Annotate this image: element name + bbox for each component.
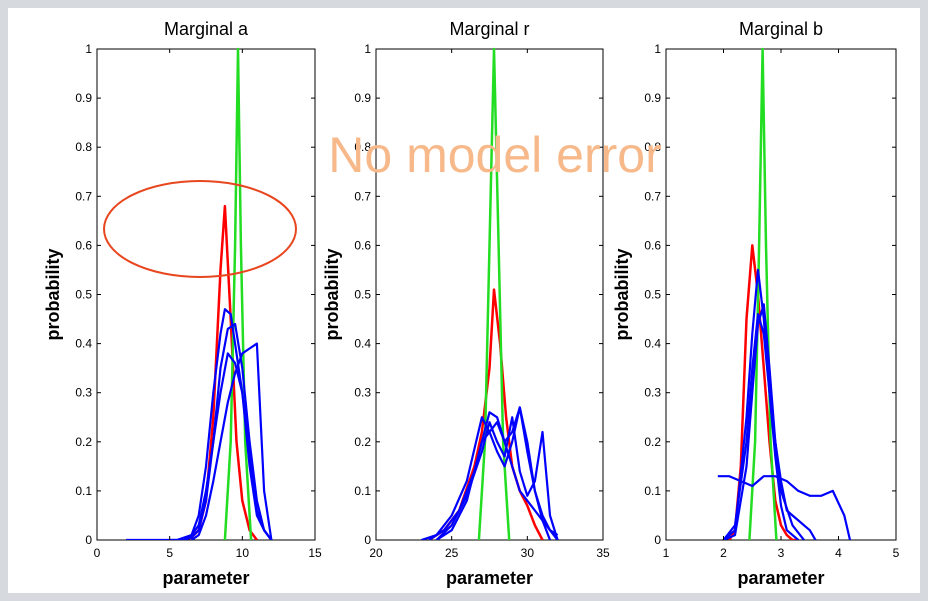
- y-tick-label: 1: [364, 42, 371, 56]
- y-tick-label: 0.2: [354, 435, 371, 449]
- x-tick-label: 0: [94, 546, 101, 560]
- y-tick-label: 0: [654, 533, 661, 547]
- x-tick-label: 35: [596, 546, 610, 560]
- x-axis-label: parameter: [162, 568, 249, 588]
- x-axis-label: parameter: [446, 568, 533, 588]
- y-tick-label: 0.3: [75, 386, 92, 400]
- series-line-blue-6: [190, 342, 273, 540]
- series-line-green-2: [223, 47, 253, 540]
- x-tick-label: 3: [778, 546, 785, 560]
- x-axis-label: parameter: [737, 568, 824, 588]
- y-tick-label: 1: [654, 42, 661, 56]
- y-tick-label: 0.4: [354, 337, 371, 351]
- y-axis-label: probability: [612, 248, 632, 340]
- x-tick-label: 5: [166, 546, 173, 560]
- y-tick-label: 0.9: [644, 91, 661, 105]
- y-tick-label: 0.1: [644, 484, 661, 498]
- y-tick-label: 0.7: [354, 189, 371, 203]
- x-tick-label: 2: [720, 546, 727, 560]
- y-tick-label: 0.9: [354, 91, 371, 105]
- subplots-group: 0 5 10 1500.10.20.30.40.50.60.70.80.91Margi…: [43, 19, 900, 588]
- y-tick-label: 0.8: [354, 140, 371, 154]
- y-tick-label: 0.6: [75, 238, 92, 252]
- y-tick-label: 0.6: [354, 238, 371, 252]
- series-group: [421, 47, 559, 540]
- y-tick-label: 0.2: [75, 435, 92, 449]
- chart-title: Marginal a: [164, 19, 249, 39]
- y-tick-label: 0.1: [75, 484, 92, 498]
- series-line-blue-4: [169, 308, 273, 540]
- x-tick-label: 4: [835, 546, 842, 560]
- x-tick-label: 20: [369, 546, 383, 560]
- y-tick-label: 0.1: [354, 484, 371, 498]
- y-tick-label: 0.6: [644, 238, 661, 252]
- x-tick-label: 25: [445, 546, 459, 560]
- y-axis-label: probability: [43, 248, 63, 340]
- chart-title: Marginal b: [739, 19, 823, 39]
- y-tick-label: 0.5: [75, 288, 92, 302]
- series-group: [126, 47, 273, 540]
- x-tick-label: 1: [663, 546, 670, 560]
- y-tick-label: 0.8: [75, 140, 92, 154]
- y-tick-label: 0.5: [354, 288, 371, 302]
- y-tick-label: 0.5: [644, 288, 661, 302]
- y-tick-label: 0: [85, 533, 92, 547]
- subplot-2: 20 25 30 35 0 0.1 0.2 0.3 0.4 0.5 0.6 0.7 0.8 0.9 1 Mar…: [322, 19, 610, 588]
- y-tick-label: 0.7: [75, 189, 92, 203]
- overlay-label: No model error: [328, 127, 661, 183]
- y-tick-label: 0.7: [644, 189, 661, 203]
- y-tick-label: 1: [85, 42, 92, 56]
- subplot-1: 0 5 10 15 0 0.1 0.2 0.3 0.4 0.5 0.6 0.7 0.8 0.9 1 Margi…: [43, 19, 322, 588]
- x-tick-label: 30: [521, 546, 535, 560]
- y-tick-label: 0.4: [75, 337, 92, 351]
- x-tick-label: 15: [308, 546, 322, 560]
- series-line-green-2: [748, 47, 778, 540]
- y-tick-label: 0.9: [75, 91, 92, 105]
- series-line-blue-6: [723, 303, 805, 540]
- x-tick-label: 5: [893, 546, 900, 560]
- series-group: [717, 47, 852, 540]
- subplot-3: 1 2 3 4 5 0 0.1 0.2 0.3 0.4 0.5 0.6 0.7 0.8 0.9 1 Margin…: [612, 19, 900, 588]
- highlight-ellipse: [103, 180, 297, 278]
- x-tick-label: 10: [236, 546, 250, 560]
- y-tick-label: 0.4: [644, 337, 661, 351]
- series-line-blue-6: [435, 421, 559, 540]
- chart-title: Marginal r: [449, 19, 529, 39]
- y-tick-label: 0.3: [354, 386, 371, 400]
- y-tick-label: 0.8: [644, 140, 661, 154]
- axes-box: [665, 48, 897, 541]
- y-tick-label: 0.2: [644, 435, 661, 449]
- y-tick-label: 0.3: [644, 386, 661, 400]
- y-tick-label: 0: [364, 533, 371, 547]
- series-line-blue-5: [183, 322, 273, 540]
- y-axis-label: probability: [322, 248, 342, 340]
